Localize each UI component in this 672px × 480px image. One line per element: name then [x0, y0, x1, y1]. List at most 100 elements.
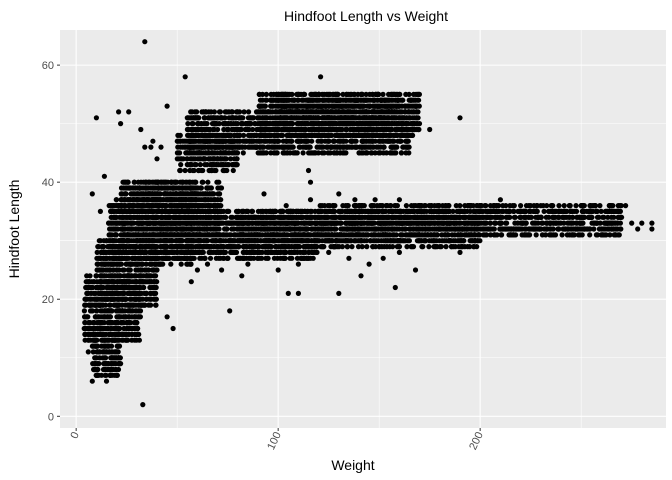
data-point — [381, 244, 387, 250]
data-point — [303, 226, 309, 232]
data-point — [139, 267, 145, 273]
data-point — [127, 296, 133, 302]
data-point — [178, 261, 184, 267]
data-point — [139, 214, 145, 220]
data-point — [85, 279, 92, 285]
data-point — [123, 208, 129, 214]
data-point — [94, 308, 100, 314]
data-point — [174, 249, 180, 255]
data-point — [253, 214, 259, 220]
data-point — [161, 249, 168, 255]
data-point — [123, 279, 129, 285]
data-point — [311, 232, 317, 238]
data-point — [109, 337, 115, 343]
data-point — [217, 197, 224, 203]
data-point — [249, 208, 256, 214]
data-point — [173, 214, 179, 220]
data-point — [302, 249, 308, 255]
data-point — [93, 273, 99, 279]
data-point — [118, 361, 124, 367]
data-point — [103, 343, 109, 349]
data-point — [137, 244, 143, 250]
data-point — [200, 208, 206, 214]
data-point — [396, 244, 403, 250]
data-point — [197, 226, 203, 232]
data-point — [98, 372, 105, 378]
data-point — [143, 261, 149, 267]
data-point — [91, 320, 97, 326]
data-point — [166, 197, 172, 203]
data-point — [130, 302, 136, 308]
data-point — [121, 255, 127, 261]
data-point — [192, 197, 198, 203]
data-point — [130, 325, 136, 332]
data-point — [426, 238, 432, 244]
data-point — [239, 208, 246, 214]
data-point — [100, 349, 106, 355]
data-point — [87, 273, 93, 279]
data-point — [199, 179, 205, 185]
data-point — [97, 302, 103, 308]
data-point — [237, 232, 243, 238]
data-point — [129, 290, 135, 296]
data-point — [122, 314, 128, 320]
data-point — [283, 249, 289, 255]
data-point — [185, 261, 191, 267]
data-point — [155, 249, 162, 255]
data-point — [107, 226, 113, 232]
data-point — [179, 191, 185, 197]
data-point — [274, 255, 281, 261]
data-point — [301, 255, 307, 261]
data-point — [387, 244, 393, 250]
data-point — [405, 238, 411, 244]
data-point — [174, 191, 180, 197]
data-point — [91, 366, 97, 373]
data-point — [89, 308, 95, 314]
data-point — [211, 191, 217, 197]
data-point — [139, 197, 145, 203]
data-point — [188, 255, 194, 261]
data-point — [252, 226, 258, 232]
data-point — [255, 238, 261, 244]
data-point — [118, 232, 124, 238]
data-point — [120, 290, 126, 296]
data-point — [103, 273, 109, 279]
data-point — [107, 302, 113, 308]
data-point — [133, 296, 139, 302]
data-point — [245, 232, 251, 238]
data-point — [142, 255, 148, 261]
data-point — [90, 331, 97, 337]
data-point — [142, 185, 149, 191]
data-point — [235, 220, 242, 226]
data-point — [81, 308, 87, 314]
data-point — [88, 302, 94, 308]
data-point — [173, 232, 179, 238]
data-point — [108, 349, 114, 355]
data-point — [158, 197, 164, 203]
data-point — [93, 314, 99, 320]
data-point — [270, 214, 276, 220]
data-point — [224, 226, 230, 232]
data-point — [279, 220, 285, 226]
data-point — [101, 325, 107, 332]
data-point — [220, 208, 227, 214]
data-point — [118, 191, 124, 197]
data-point — [101, 314, 107, 320]
data-point — [120, 337, 126, 343]
data-point — [102, 296, 108, 302]
data-point — [265, 249, 271, 255]
data-point — [157, 261, 163, 267]
data-point — [223, 232, 229, 238]
data-point — [118, 185, 125, 191]
data-point — [82, 337, 88, 343]
data-point — [206, 232, 213, 238]
data-point — [458, 238, 464, 244]
data-point — [109, 372, 115, 378]
data-point — [355, 244, 362, 250]
data-point — [110, 208, 116, 214]
data-point — [180, 197, 187, 203]
data-point — [127, 267, 133, 273]
data-point — [165, 220, 171, 226]
data-point — [141, 302, 147, 308]
data-point — [153, 273, 159, 279]
